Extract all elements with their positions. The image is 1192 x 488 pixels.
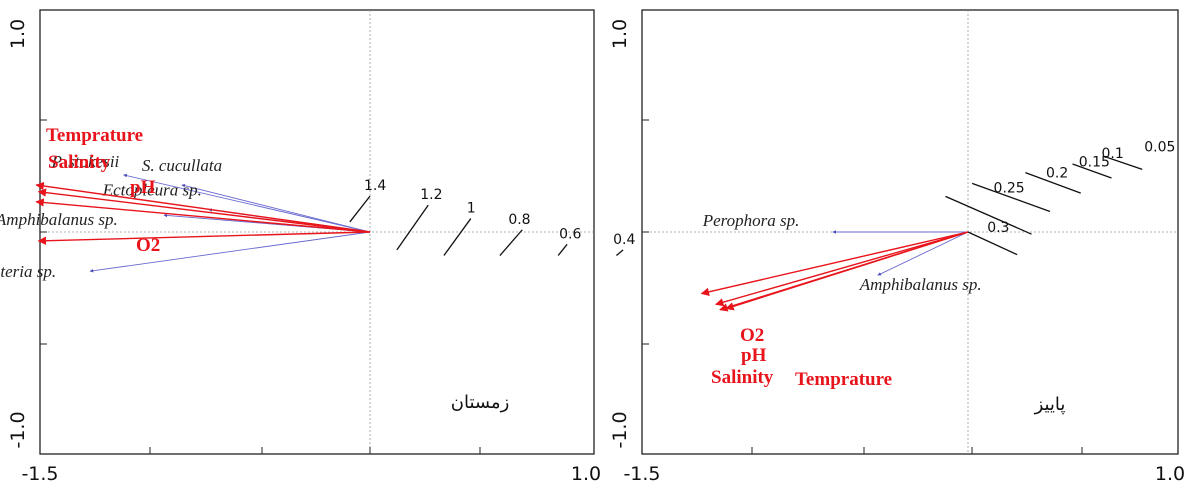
right-contour-label: 0.2 [1046, 165, 1068, 181]
left-y-tick-label-max: 1.0 [7, 19, 29, 49]
right-contour-line [1025, 171, 1081, 194]
left-contour-line [499, 229, 523, 256]
right-contour-line [945, 195, 1032, 235]
left-species-label: Amphibalanus sp. [0, 210, 118, 229]
right-y-tick-label-min: -1.0 [609, 411, 631, 448]
right-y-tick-label-max: 1.0 [609, 19, 631, 49]
left-env-label: Salinity [48, 152, 111, 173]
right-x-tick-label-min: -1.5 [623, 463, 660, 485]
left-x-tick-label-min: -1.5 [21, 463, 58, 485]
left-env-vector [35, 198, 371, 233]
right-species-label: Perophora sp. [702, 211, 800, 230]
left-species-label: P. stokesii [51, 152, 120, 171]
left-env-label: O2 [136, 235, 160, 256]
right-env-vector [715, 231, 969, 307]
right-contour-label: 0.3 [987, 220, 1009, 236]
left-contour-line [443, 218, 472, 256]
left-contour-label: 1.4 [364, 178, 386, 194]
left-contour-label: 1.2 [420, 187, 442, 203]
right-contour-line [971, 182, 1051, 213]
left-species-label: Pteria sp. [0, 262, 56, 281]
left-contour-label: 0.8 [508, 212, 530, 228]
left-contour-label: 0.6 [559, 226, 581, 242]
right-env-label: pH [741, 345, 767, 366]
right-species-label: Amphibalanus sp. [859, 275, 982, 294]
left-species-label: Ectopleura sp. [102, 181, 202, 200]
right-env-label: O2 [740, 325, 764, 346]
left-env-vector [35, 181, 371, 233]
left-contour-line [396, 204, 429, 251]
right-season-label: پاییز [1034, 394, 1066, 415]
right-env-vector [700, 231, 969, 296]
left-species-vector [181, 183, 371, 233]
left-season-label: زمستان [451, 392, 510, 413]
right-contour-label: 0.25 [994, 180, 1025, 196]
left-contour-label: 1 [467, 201, 476, 217]
left-env-label: pH [130, 177, 156, 198]
left-species-label: S. cucullata [142, 156, 222, 175]
right-contour-label: 0.15 [1079, 155, 1110, 171]
left-contour-label: 0.4 [613, 232, 635, 248]
right-env-label: Temprature [795, 369, 892, 390]
right-contour-label: 0.05 [1144, 139, 1175, 155]
right-x-tick-label-max: 1.0 [1155, 463, 1185, 485]
left-env-vector [37, 188, 371, 233]
right-species-vector [877, 231, 969, 276]
right-contour-label: 0.1 [1102, 146, 1124, 162]
right-env-label: Salinity [711, 367, 774, 388]
right-contour-line [1072, 163, 1112, 179]
left-contour-line [615, 249, 624, 257]
right-contour-line [967, 231, 1018, 256]
left-species-vector [89, 231, 371, 273]
left-x-tick-label-max: 1.0 [571, 463, 601, 485]
left-contour-line [349, 195, 371, 223]
left-y-tick-label-min: -1.0 [7, 411, 29, 448]
left-env-vector [37, 231, 371, 245]
left-species-vector [123, 173, 371, 233]
left-contour-line [557, 243, 568, 256]
right-env-vector [725, 231, 969, 311]
right-contour-line [1107, 156, 1143, 170]
left-env-label: Temprature [46, 125, 143, 146]
